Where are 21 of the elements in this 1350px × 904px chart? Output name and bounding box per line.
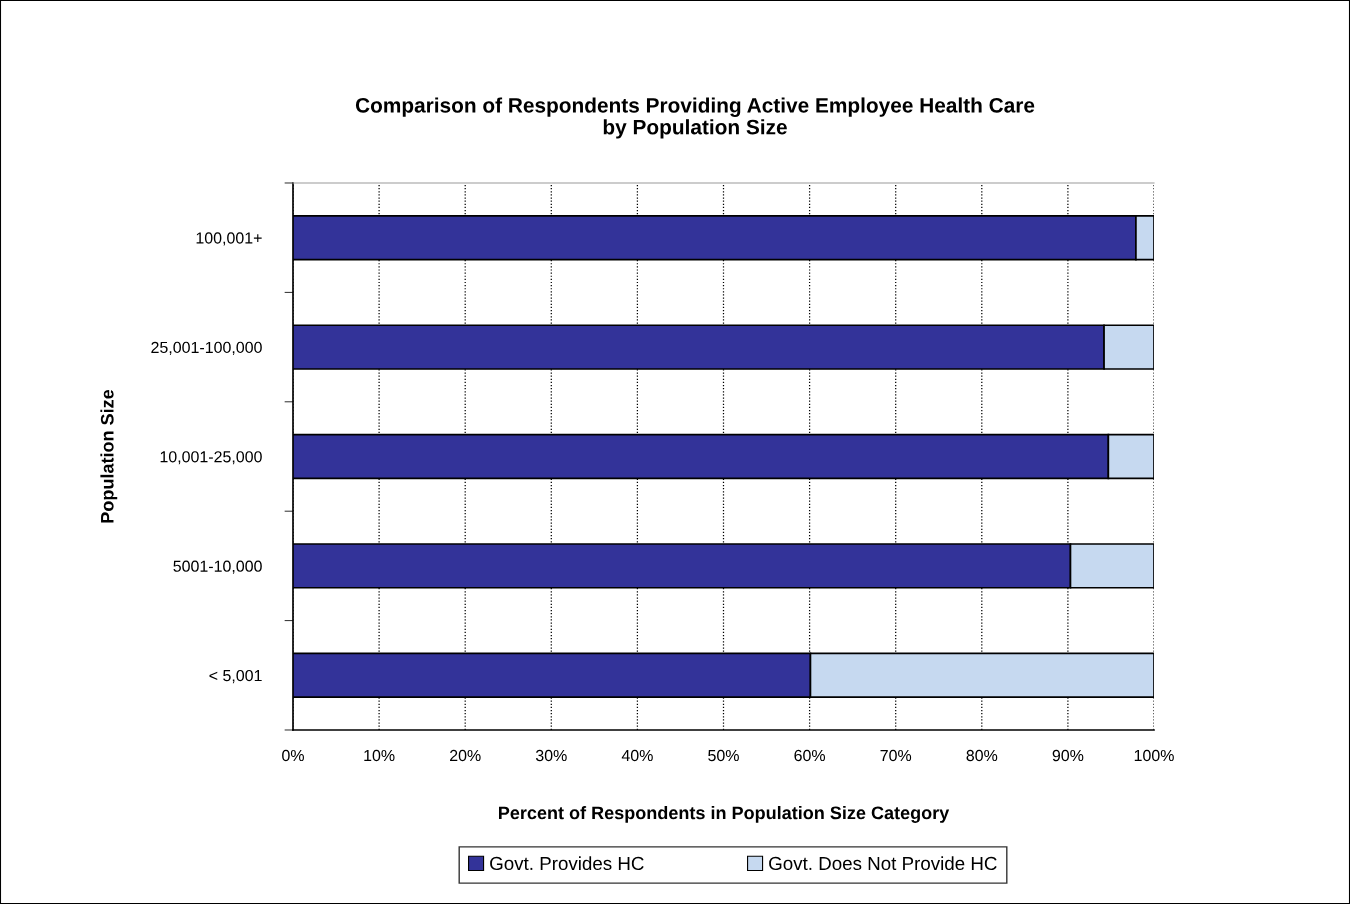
x-tick-label: 60% bbox=[794, 749, 826, 762]
x-axis-title: Percent of Respondents in Population Size Category bbox=[499, 806, 950, 823]
legend-label: Govt. Does Not Provide HC bbox=[769, 856, 997, 871]
y-tick-label: 100,001+ bbox=[196, 232, 262, 246]
y-axis-title: Population Size bbox=[100, 389, 118, 523]
x-tick-label: 40% bbox=[621, 749, 653, 762]
x-tick-label: 30% bbox=[535, 749, 567, 762]
x-tick-label: 80% bbox=[966, 749, 998, 762]
y-tick-label: < 5,001 bbox=[209, 669, 262, 684]
x-tick-label: 100% bbox=[1134, 749, 1174, 762]
chart-title: Comparison of Respondents Providing Active Employee Health Care by Population Size bbox=[355, 97, 1035, 139]
x-tick-label: 50% bbox=[708, 749, 739, 762]
x-tick-label: 90% bbox=[1052, 749, 1084, 762]
y-tick-label: 5001-10,000 bbox=[173, 560, 262, 574]
y-tick-label: 25,001-100,000 bbox=[151, 341, 262, 355]
legend-label: Govt. Provides HC bbox=[490, 856, 644, 871]
y-tick-label: 10,001-25,000 bbox=[160, 451, 262, 465]
x-tick-label: 10% bbox=[364, 749, 395, 762]
x-tick-label: 0% bbox=[282, 749, 304, 762]
x-tick-label: 70% bbox=[880, 749, 912, 762]
x-tick-label: 20% bbox=[450, 749, 481, 762]
